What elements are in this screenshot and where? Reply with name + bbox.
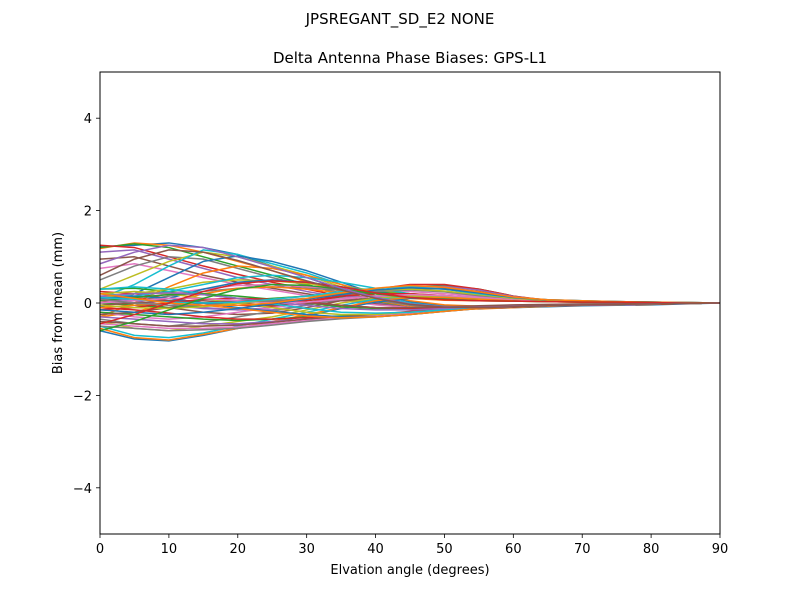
series-group xyxy=(99,242,721,342)
series-line-56 xyxy=(99,249,721,309)
x-axis-label: Elvation angle (degrees) xyxy=(330,563,489,578)
x-tick-label: 30 xyxy=(298,542,315,557)
series-line-9 xyxy=(99,251,721,309)
x-tick-label: 10 xyxy=(161,542,178,557)
chart-title: Delta Antenna Phase Biases: GPS-L1 xyxy=(273,49,547,67)
y-tick-label: 0 xyxy=(84,297,92,312)
y-tick-label: 2 xyxy=(84,205,92,220)
x-tick-label: 0 xyxy=(96,542,104,557)
x-tick-label: 20 xyxy=(230,542,247,557)
x-tick-label: 60 xyxy=(505,542,522,557)
y-tick-label: −2 xyxy=(73,389,92,404)
x-tick-label: 50 xyxy=(436,542,453,557)
series-line-54 xyxy=(99,280,720,325)
x-tick-label: 70 xyxy=(574,542,591,557)
x-tick-label: 90 xyxy=(712,542,729,557)
y-axis-label: Bias from mean (mm) xyxy=(51,232,66,374)
x-tick-label: 80 xyxy=(643,542,660,557)
x-axis: 0 10 20 30 40 50 60 70 80 90 xyxy=(96,534,728,557)
y-tick-label: −4 xyxy=(73,482,92,497)
y-axis: −4 −2 0 2 4 xyxy=(73,112,100,497)
figure-suptitle: JPSREGANT_SD_E2 NONE xyxy=(305,10,495,29)
x-tick-label: 40 xyxy=(367,542,384,557)
y-tick-label: 4 xyxy=(84,112,92,127)
